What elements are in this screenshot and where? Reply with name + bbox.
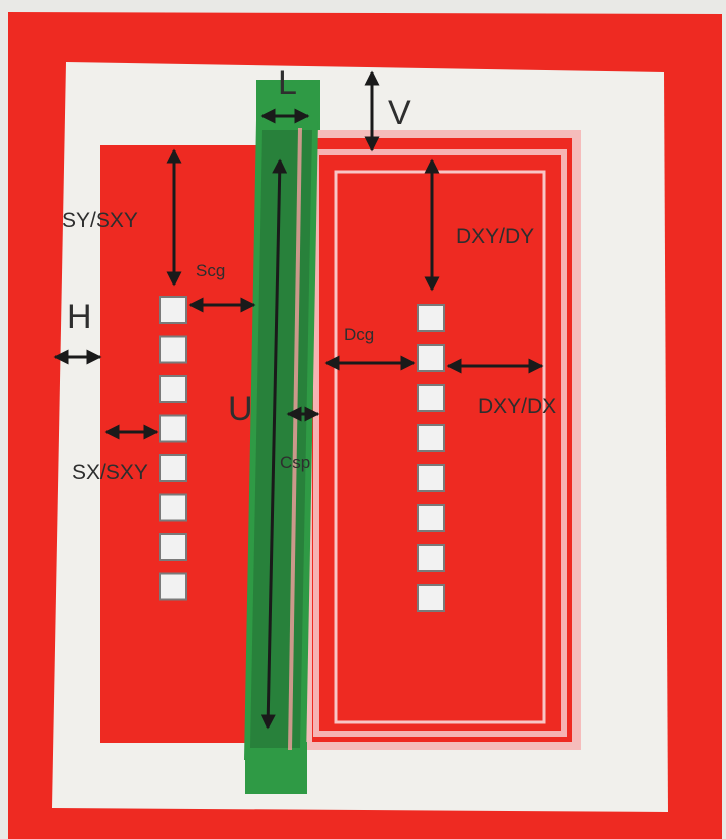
- source-contact: [159, 454, 187, 482]
- drain-contact: [417, 544, 445, 572]
- label-Dcg: Dcg: [344, 325, 375, 344]
- source-contact: [159, 335, 187, 364]
- source-region: [100, 145, 268, 743]
- drain-contact-column: [417, 304, 445, 612]
- source-contact: [159, 493, 187, 522]
- arrow-U: [260, 158, 288, 730]
- label-U: U: [228, 390, 253, 428]
- label-Csp: Csp: [280, 453, 311, 472]
- drain-contact: [417, 344, 445, 372]
- source-contact: [159, 296, 187, 324]
- source-contact: [159, 533, 187, 561]
- drain-inner-line: [334, 170, 546, 724]
- source-contact: [159, 414, 187, 443]
- drain-contact: [417, 384, 445, 412]
- label-V: V: [388, 94, 411, 132]
- label-L: L: [278, 64, 297, 102]
- source-contact-column: [159, 296, 187, 601]
- drain-contact: [417, 504, 445, 532]
- drain-contact: [417, 584, 445, 612]
- label-H: H: [67, 298, 92, 336]
- drain-contact: [417, 464, 445, 492]
- drain-outline-inner: [313, 149, 567, 737]
- drain-contact: [417, 424, 445, 452]
- label-SY-SXY: SY/SXY: [62, 209, 138, 232]
- source-contact: [159, 375, 187, 403]
- label-SX-SXY: SX/SXY: [72, 461, 148, 484]
- drain-contact: [417, 304, 445, 332]
- source-contact: [159, 572, 187, 601]
- label-DXY-DY: DXY/DY: [456, 225, 535, 248]
- label-DXY-DX: DXY/DX: [478, 395, 557, 418]
- gate-edge-highlight: [288, 127, 302, 751]
- label-Scg: Scg: [196, 261, 226, 280]
